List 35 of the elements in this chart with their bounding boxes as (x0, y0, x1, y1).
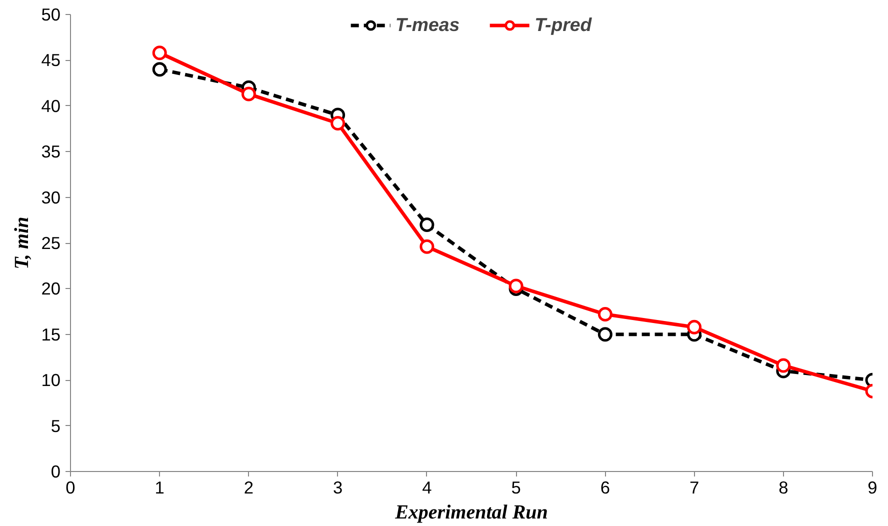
point (598, 307, 612, 322)
point (152, 46, 167, 60)
point (598, 327, 612, 342)
x-tick-label: 8 (778, 478, 788, 498)
y-tick-label: 25 (41, 233, 61, 253)
point (420, 239, 434, 254)
point (241, 86, 256, 102)
y-tick-label: 15 (41, 324, 61, 344)
y-tick-label: 40 (41, 96, 61, 116)
x-tick-label: 2 (244, 478, 254, 498)
x-tick-label: 7 (689, 478, 700, 498)
y-tick-label: 45 (41, 50, 61, 70)
y-tick-label: 35 (41, 142, 61, 162)
legend-label: T-pred (534, 14, 592, 36)
point (776, 358, 791, 373)
y-tick-label: 0 (50, 462, 61, 482)
x-tick-label: 0 (66, 478, 76, 498)
x-axis-title: Experimental Run (394, 502, 548, 524)
y-axis-title: T, min (11, 216, 34, 270)
point (152, 62, 167, 77)
x-tick-label: 9 (868, 478, 878, 498)
point (687, 320, 702, 334)
y-tick-label: 10 (41, 370, 61, 390)
x-tick-label: 4 (422, 478, 432, 498)
x-tick-label: 5 (511, 478, 521, 498)
x-tick-label: 3 (333, 478, 343, 498)
y-tick-label: 30 (41, 187, 61, 208)
x-tick-label: 1 (154, 478, 164, 498)
point (330, 116, 346, 131)
y-tick-label: 50 (41, 4, 61, 24)
y-tick-label: 5 (50, 416, 61, 436)
legend-label: T-meas (395, 14, 460, 36)
y-tick-label: 20 (41, 278, 61, 299)
x-tick-label: 6 (600, 478, 610, 498)
point (420, 217, 434, 232)
